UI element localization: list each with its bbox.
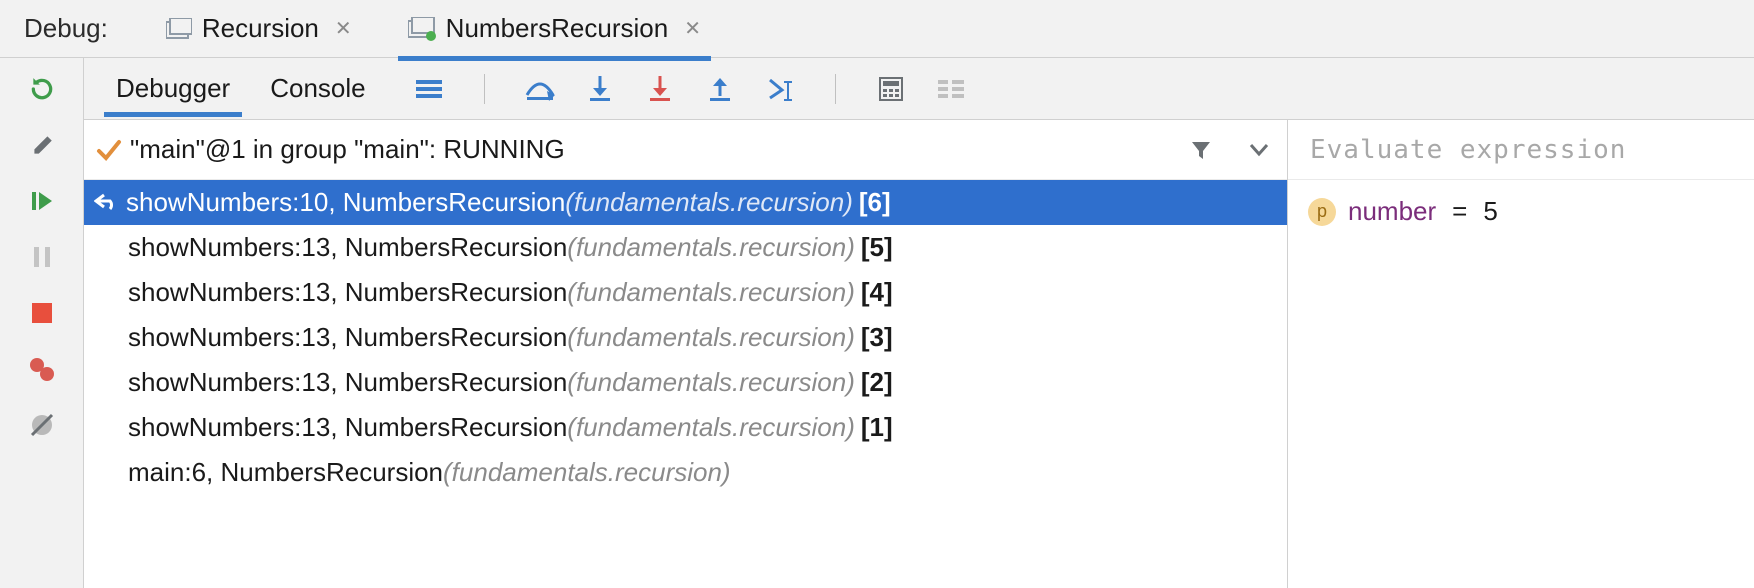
run-config-tab-recursion[interactable]: Recursion ✕ [156,5,362,52]
run-config-label: NumbersRecursion [446,13,669,44]
debug-side-toolbar [0,58,84,588]
separator [835,74,836,104]
frame-method: main:6, NumbersRecursion [128,457,443,488]
frame-package: (fundamentals.recursion) [567,232,855,263]
trace-icon[interactable] [936,74,966,104]
evaluate-icon[interactable] [876,74,906,104]
rerun-icon[interactable] [27,74,57,104]
separator [484,74,485,104]
variables-panel: Evaluate expression pnumber = 5 [1288,120,1754,588]
resume-icon[interactable] [27,186,57,216]
stack-frame[interactable]: showNumbers:13, NumbersRecursion (fundam… [84,405,1287,450]
drop-frame-icon [94,187,118,218]
variable-row[interactable]: pnumber = 5 [1308,196,1734,227]
tab-debugger[interactable]: Debugger [100,61,254,116]
frame-method: showNumbers:13, NumbersRecursion [128,412,567,443]
threads-icon[interactable] [414,74,444,104]
variables-list: pnumber = 5 [1288,180,1754,243]
settings-icon[interactable] [27,130,57,160]
run-to-cursor-icon[interactable] [765,74,795,104]
force-step-into-icon[interactable] [645,74,675,104]
filter-icon[interactable] [1189,138,1213,162]
stack-frame[interactable]: showNumbers:10, NumbersRecursion (fundam… [84,180,1287,225]
variable-name: number [1348,196,1436,227]
stack-frame[interactable]: showNumbers:13, NumbersRecursion (fundam… [84,360,1287,405]
frame-package: (fundamentals.recursion) [443,457,731,488]
thread-selector[interactable]: "main"@1 in group "main": RUNNING [84,120,1287,180]
run-config-icon [408,17,436,41]
stack-frame[interactable]: main:6, NumbersRecursion (fundamentals.r… [84,450,1287,495]
frame-method: showNumbers:13, NumbersRecursion [128,277,567,308]
frame-index: [2] [861,367,893,398]
frame-method: showNumbers:10, NumbersRecursion [126,187,565,218]
run-config-icon [166,18,192,40]
step-over-icon[interactable] [525,74,555,104]
breakpoints-icon[interactable] [27,354,57,384]
evaluate-expression-input[interactable]: Evaluate expression [1288,120,1754,180]
thread-check-icon [96,137,122,163]
chevron-down-icon[interactable] [1249,143,1269,157]
frame-list[interactable]: showNumbers:10, NumbersRecursion (fundam… [84,180,1287,588]
run-config-tab-numbersrecursion[interactable]: NumbersRecursion ✕ [398,5,711,52]
run-config-label: Recursion [202,13,319,44]
step-into-icon[interactable] [585,74,615,104]
frame-package: (fundamentals.recursion) [565,187,853,218]
close-icon[interactable]: ✕ [684,16,701,41]
frame-method: showNumbers:13, NumbersRecursion [128,322,567,353]
pause-icon[interactable] [27,242,57,272]
frame-package: (fundamentals.recursion) [567,412,855,443]
frame-method: showNumbers:13, NumbersRecursion [128,367,567,398]
variable-value: 5 [1483,196,1497,227]
debugger-toolbar: Debugger Console [84,58,1754,120]
frame-method: showNumbers:13, NumbersRecursion [128,232,567,263]
stack-frame[interactable]: showNumbers:13, NumbersRecursion (fundam… [84,270,1287,315]
stack-frame[interactable]: showNumbers:13, NumbersRecursion (fundam… [84,315,1287,360]
primitive-badge: p [1308,198,1336,226]
equals-sign: = [1452,196,1467,227]
frames-panel: "main"@1 in group "main": RUNNING showNu… [84,120,1288,588]
frame-index: [4] [861,277,893,308]
debug-label: Debug: [24,13,108,44]
stack-frame[interactable]: showNumbers:13, NumbersRecursion (fundam… [84,225,1287,270]
frame-index: [6] [859,187,891,218]
frame-package: (fundamentals.recursion) [567,277,855,308]
step-out-icon[interactable] [705,74,735,104]
frame-index: [5] [861,232,893,263]
frame-index: [3] [861,322,893,353]
frame-package: (fundamentals.recursion) [567,322,855,353]
thread-status-text: "main"@1 in group "main": RUNNING [130,134,565,165]
debug-tabs-bar: Debug: Recursion ✕ NumbersRecursion ✕ [0,0,1754,58]
frame-package: (fundamentals.recursion) [567,367,855,398]
mute-breakpoints-icon[interactable] [27,410,57,440]
frame-index: [1] [861,412,893,443]
tab-console[interactable]: Console [254,61,389,116]
close-icon[interactable]: ✕ [335,16,352,41]
stop-icon[interactable] [27,298,57,328]
